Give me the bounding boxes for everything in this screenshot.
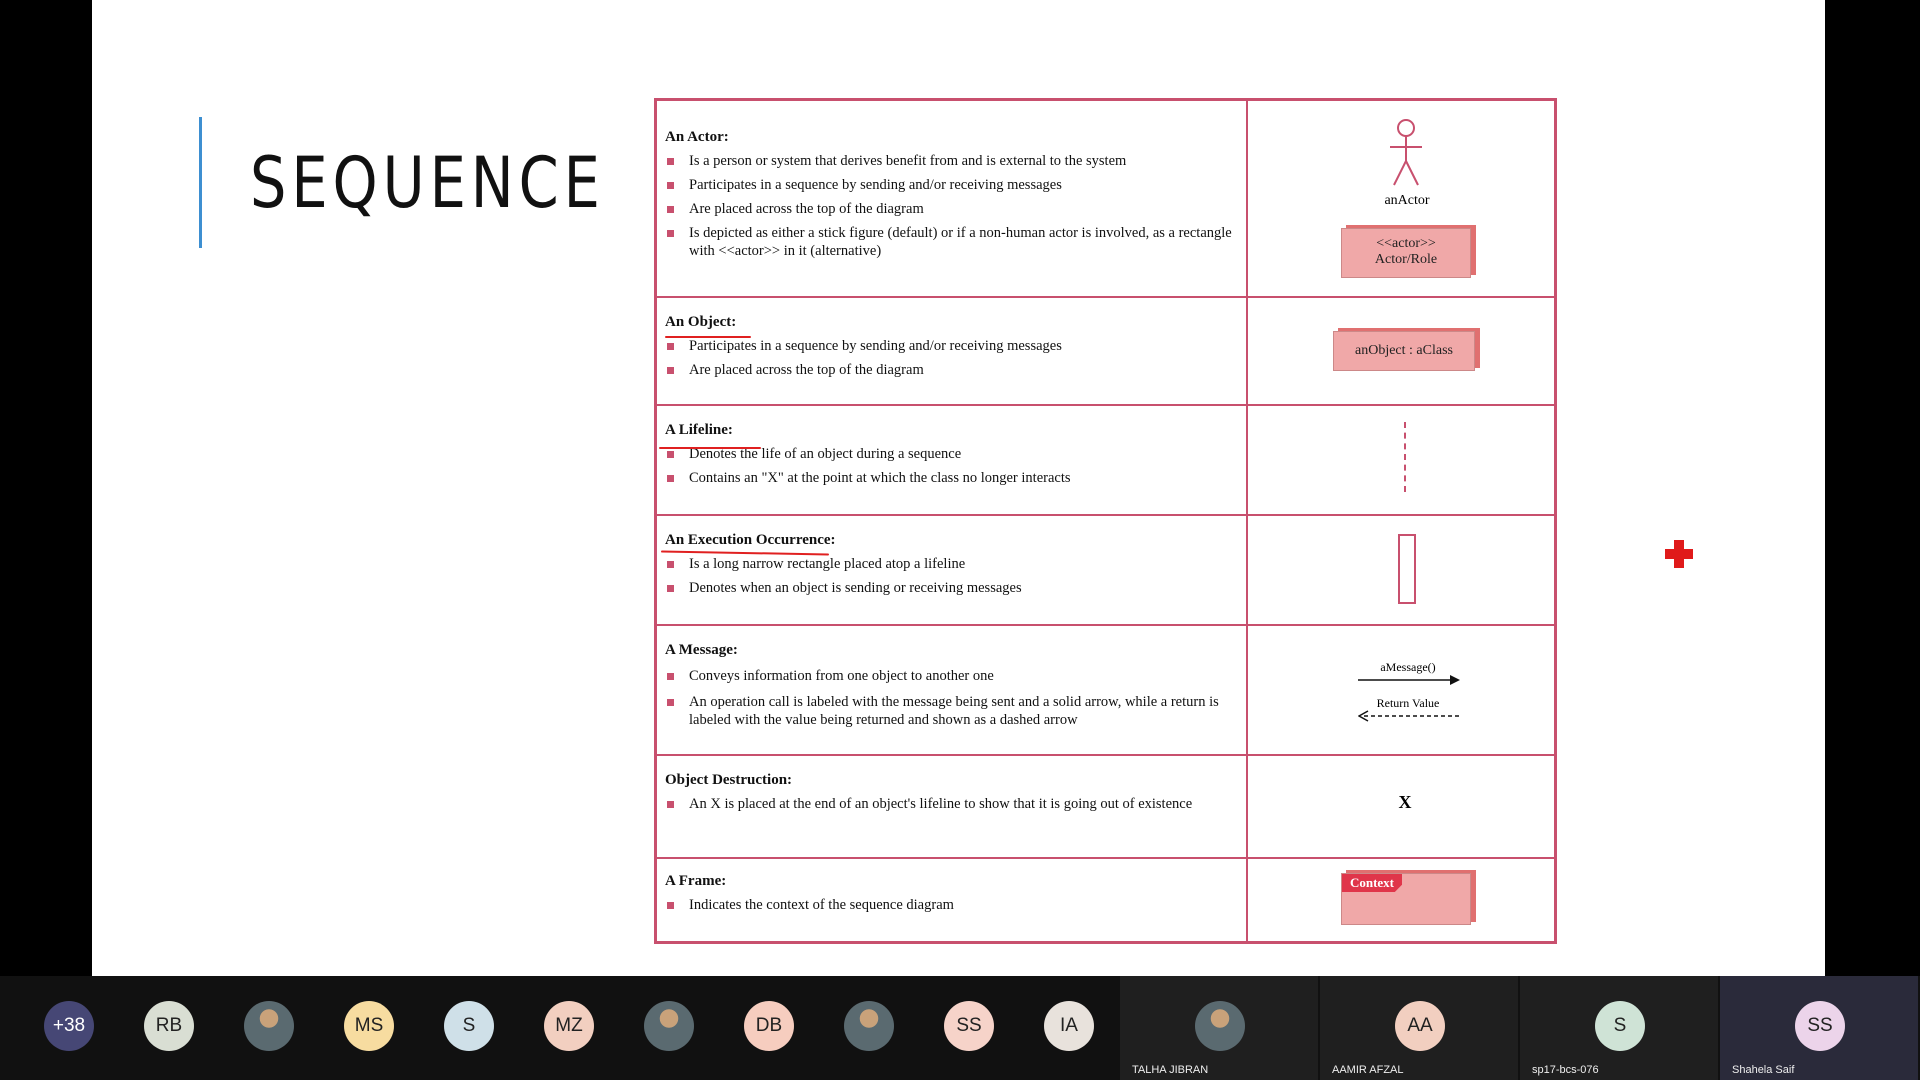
actor-role: Actor/Role [1374, 252, 1438, 267]
participant-avatar[interactable]: DB [744, 1001, 794, 1051]
annotation-underline [665, 336, 751, 338]
participant-tile-name: AAMIR AFZAL [1332, 1064, 1404, 1076]
actor-stereotype: <<actor>> [1376, 236, 1436, 251]
bullet-item: Denotes the life of an object during a s… [665, 445, 1240, 463]
row-symbol: X [1248, 754, 1554, 857]
participant-avatar[interactable]: MZ [544, 1001, 594, 1051]
row-text: An Actor: Is a person or system that der… [665, 101, 1240, 266]
table-row-message: A Message: Conveys information from one … [657, 624, 1554, 756]
row-symbol [1248, 404, 1554, 514]
row-heading: An Actor: [665, 129, 729, 145]
execution-occurrence-rect [1398, 534, 1416, 604]
participant-avatar[interactable]: SS [944, 1001, 994, 1051]
lifeline-dashed-line [1404, 422, 1406, 492]
participant-tile-avatar [1195, 1001, 1245, 1051]
return-value-label: Return Value [1376, 696, 1440, 710]
row-heading: An Object: [665, 314, 737, 330]
row-text: A Frame: Indicates the context of the se… [665, 857, 1240, 920]
participant-tile-name: Shahela Saif [1732, 1064, 1795, 1076]
meeting-participants-bar: +38 RB MS S MZ DB SS IA TALHA JIBRAN AA AAMIR AF… [0, 976, 1920, 1080]
column-divider [1246, 101, 1248, 941]
bullet-item: Conveys information from one object to a… [665, 667, 1240, 685]
row-symbol: anObject : aClass [1248, 296, 1554, 404]
dashed-return-arrow-icon [1358, 710, 1460, 722]
actor-label: anActor [1384, 193, 1430, 208]
participant-avatar[interactable]: IA [1044, 1001, 1094, 1051]
participant-photo-avatar[interactable] [844, 1001, 894, 1051]
bullet-item: An X is placed at the end of an object's… [665, 795, 1209, 813]
bullet-item: Are placed across the top of the diagram [665, 200, 1240, 218]
participant-avatar[interactable]: MS [344, 1001, 394, 1051]
table-row-execution-occurrence: An Execution Occurrence: Is a long narro… [657, 514, 1554, 626]
bullet-list: Conveys information from one object to a… [665, 667, 1240, 729]
participant-photo-avatar[interactable] [244, 1001, 294, 1051]
stick-figure-icon [1390, 119, 1422, 186]
participant-tile-avatar: AA [1395, 1001, 1445, 1051]
row-symbol: anActor <<actor>> Actor/Role [1248, 101, 1554, 296]
table-row-frame: A Frame: Indicates the context of the se… [657, 857, 1554, 941]
bullet-item: Are placed across the top of the diagram [665, 361, 1240, 379]
bullet-item: An operation call is labeled with the me… [665, 693, 1240, 729]
participant-tile-avatar: SS [1795, 1001, 1845, 1051]
participant-avatar[interactable]: S [444, 1001, 494, 1051]
bullet-item: Participates in a sequence by sending an… [665, 176, 1240, 194]
annotation-underline [659, 447, 761, 449]
row-text: An Execution Occurrence: Is a long narro… [660, 514, 1240, 603]
row-symbol: aMessage() Return Value [1248, 624, 1554, 754]
participant-tile[interactable]: SS Shahela Saif [1720, 976, 1918, 1080]
table-row-actor: An Actor: Is a person or system that der… [657, 101, 1554, 298]
bullet-list: Is a long narrow rectangle placed atop a… [665, 555, 1240, 597]
slide-title: SEQUENCE [250, 142, 605, 224]
participant-tile-name: TALHA JIBRAN [1132, 1064, 1209, 1076]
destruction-x-mark: X [1398, 792, 1412, 812]
row-heading: A Lifeline: [665, 422, 733, 438]
bullet-list: Indicates the context of the sequence di… [665, 896, 1240, 914]
row-symbol [1248, 514, 1554, 624]
sequence-notation-table: An Actor: Is a person or system that der… [654, 98, 1557, 944]
presenter-cursor-icon [1665, 540, 1693, 568]
row-heading: Object Destruction: [665, 772, 793, 788]
presentation-slide: SEQUENCE An Actor: Is a person or system… [92, 0, 1825, 976]
row-text: Object Destruction: An X is placed at th… [665, 754, 1240, 819]
table-row-object-destruction: Object Destruction: An X is placed at th… [657, 754, 1554, 859]
row-text: An Object: Participates in a sequence by… [665, 296, 1240, 385]
participant-tile-avatar: S [1595, 1001, 1645, 1051]
object-box: anObject : aClass [1333, 331, 1475, 371]
bullet-list: An X is placed at the end of an object's… [665, 795, 1240, 813]
bullet-list: Participates in a sequence by sending an… [665, 337, 1240, 379]
participant-photo-avatar[interactable] [644, 1001, 694, 1051]
bullet-item: Is a person or system that derives benef… [665, 152, 1240, 170]
bullet-item: Is depicted as either a stick figure (de… [665, 224, 1240, 260]
participant-tile[interactable]: AA AAMIR AFZAL [1320, 976, 1518, 1080]
bullet-item: Contains an "X" at the point at which th… [665, 469, 1240, 487]
row-text: A Message: Conveys information from one … [665, 624, 1240, 735]
row-symbol: Context [1248, 857, 1554, 941]
row-text: A Lifeline: Denotes the life of an objec… [659, 404, 1240, 493]
participant-avatar[interactable]: RB [144, 1001, 194, 1051]
participant-tile-name: sp17-bcs-076 [1532, 1064, 1599, 1076]
row-heading: A Message: [665, 642, 738, 658]
bullet-item: Denotes when an object is sending or rec… [665, 579, 1240, 597]
solid-arrow-icon [1358, 675, 1460, 685]
message-label: aMessage() [1380, 660, 1436, 674]
participant-tile[interactable]: TALHA JIBRAN [1120, 976, 1318, 1080]
frame-context-label: Context [1342, 874, 1402, 892]
row-heading: An Execution Occurrence: [665, 532, 836, 548]
row-heading: A Frame: [665, 873, 727, 889]
table-row-object: An Object: Participates in a sequence by… [657, 296, 1554, 406]
more-participants-button[interactable]: +38 [44, 1001, 94, 1051]
bullet-list: Is a person or system that derives benef… [665, 152, 1240, 260]
actor-stereotype-box: <<actor>> Actor/Role [1341, 228, 1471, 278]
bullet-item: Indicates the context of the sequence di… [665, 896, 1240, 914]
table-row-lifeline: A Lifeline: Denotes the life of an objec… [657, 404, 1554, 516]
title-accent-bar [199, 117, 202, 248]
frame-box: Context [1341, 873, 1471, 925]
bullet-list: Denotes the life of an object during a s… [665, 445, 1240, 487]
bullet-item: Is a long narrow rectangle placed atop a… [665, 555, 1240, 573]
bullet-item: Participates in a sequence by sending an… [665, 337, 1240, 355]
